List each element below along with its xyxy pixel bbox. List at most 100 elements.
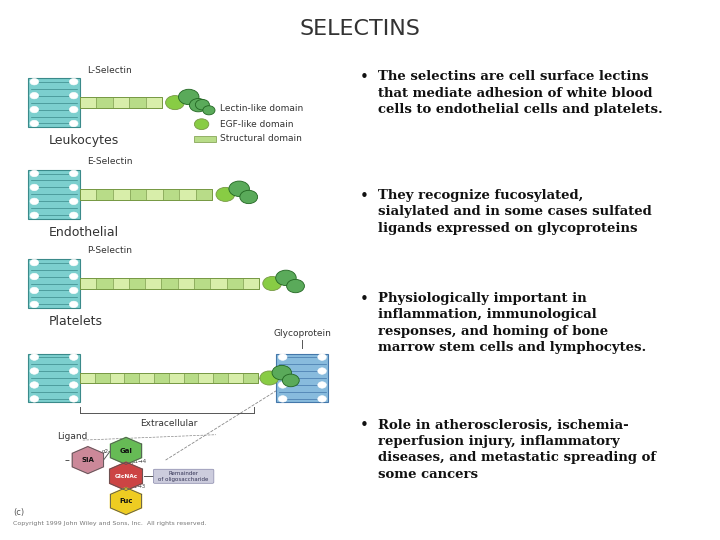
Circle shape (279, 382, 287, 388)
Bar (80, 278, 259, 289)
Bar (154, 373, 168, 383)
Circle shape (69, 120, 78, 127)
Polygon shape (109, 462, 143, 490)
Text: Role in atherosclerosis, ischemia-
reperfusion injury, inflammatory
diseases, an: Role in atherosclerosis, ischemia- reper… (378, 418, 656, 481)
Text: Leukocytes: Leukocytes (49, 134, 119, 147)
Text: Structural domain: Structural domain (220, 134, 302, 143)
Text: SiA: SiA (81, 457, 94, 463)
Bar (228, 373, 243, 383)
Circle shape (30, 78, 39, 85)
Bar (146, 189, 163, 200)
Text: Glycoprotein: Glycoprotein (274, 328, 331, 338)
Bar (80, 189, 96, 200)
Bar (80, 97, 96, 108)
Bar (243, 278, 259, 289)
Bar (113, 189, 130, 200)
Text: Platelets: Platelets (49, 315, 103, 328)
Bar (80, 97, 162, 108)
Circle shape (30, 212, 39, 219)
Text: •: • (360, 70, 369, 85)
Text: E-Selectin: E-Selectin (87, 157, 132, 166)
Circle shape (69, 198, 78, 205)
Text: They recognize fucosylated,
sialylated and in some cases sulfated
ligands expres: They recognize fucosylated, sialylated a… (378, 189, 652, 235)
Text: The selectins are cell surface lectins
that mediate adhesion of white blood
cell: The selectins are cell surface lectins t… (378, 70, 662, 116)
Circle shape (69, 301, 78, 308)
Polygon shape (72, 447, 104, 474)
Circle shape (69, 212, 78, 219)
Bar (80, 189, 212, 200)
Circle shape (279, 368, 287, 374)
Bar (227, 278, 243, 289)
Circle shape (30, 92, 39, 99)
Circle shape (229, 181, 249, 197)
Circle shape (189, 98, 207, 112)
Bar (129, 97, 145, 108)
Bar (139, 373, 154, 383)
Text: •: • (360, 418, 369, 434)
Text: α1→3: α1→3 (131, 484, 146, 489)
Text: (c): (c) (13, 508, 24, 517)
Circle shape (240, 190, 258, 204)
Bar (213, 373, 228, 383)
Text: β1→4: β1→4 (131, 459, 146, 464)
Circle shape (287, 279, 305, 293)
Circle shape (69, 354, 78, 360)
Bar (194, 278, 210, 289)
Text: Lectin-like domain: Lectin-like domain (220, 104, 303, 113)
Text: GlcNAc: GlcNAc (114, 474, 138, 479)
Circle shape (69, 170, 78, 177)
Circle shape (69, 396, 78, 402)
Circle shape (30, 170, 39, 177)
Bar (168, 373, 184, 383)
Circle shape (30, 301, 39, 308)
Circle shape (69, 368, 78, 374)
Circle shape (279, 396, 287, 402)
Bar (179, 189, 196, 200)
Text: Remainder
of oligosaccharide: Remainder of oligosaccharide (158, 471, 209, 482)
Circle shape (69, 78, 78, 85)
Circle shape (166, 96, 184, 110)
Bar (96, 189, 113, 200)
Text: –: – (65, 455, 70, 465)
Circle shape (69, 92, 78, 99)
Bar (80, 373, 95, 383)
Bar (112, 278, 129, 289)
Circle shape (30, 106, 39, 113)
Circle shape (203, 106, 215, 115)
Text: α2→3: α2→3 (102, 449, 117, 454)
Text: P-Selectin: P-Selectin (87, 246, 132, 255)
Circle shape (69, 259, 78, 266)
Circle shape (276, 270, 296, 286)
Text: Copyright 1999 John Wiley and Sons, Inc.  All rights reserved.: Copyright 1999 John Wiley and Sons, Inc.… (13, 522, 207, 526)
Circle shape (318, 396, 326, 402)
Circle shape (30, 287, 39, 294)
Bar (129, 278, 145, 289)
Bar (243, 373, 258, 383)
Circle shape (272, 366, 292, 380)
Circle shape (69, 287, 78, 294)
Circle shape (30, 259, 39, 266)
Circle shape (30, 120, 39, 127)
Circle shape (69, 184, 78, 191)
Circle shape (30, 184, 39, 191)
Text: •: • (360, 189, 369, 204)
Text: Gal: Gal (120, 448, 132, 454)
Text: Physiologically important in
inflammation, immunological
responses, and homing o: Physiologically important in inflammatio… (378, 292, 647, 354)
Circle shape (195, 99, 210, 110)
Circle shape (69, 273, 78, 280)
Bar (28, 259, 80, 308)
Circle shape (282, 374, 300, 387)
Bar (80, 373, 258, 383)
Bar (95, 373, 109, 383)
Bar (28, 354, 80, 402)
Bar (199, 373, 213, 383)
Circle shape (318, 354, 326, 360)
Polygon shape (110, 437, 142, 464)
Bar (130, 189, 146, 200)
Bar (145, 278, 161, 289)
Bar (196, 189, 212, 200)
Circle shape (179, 89, 199, 105)
Circle shape (216, 187, 235, 201)
Text: Endothelial: Endothelial (49, 226, 119, 239)
Bar (163, 189, 179, 200)
